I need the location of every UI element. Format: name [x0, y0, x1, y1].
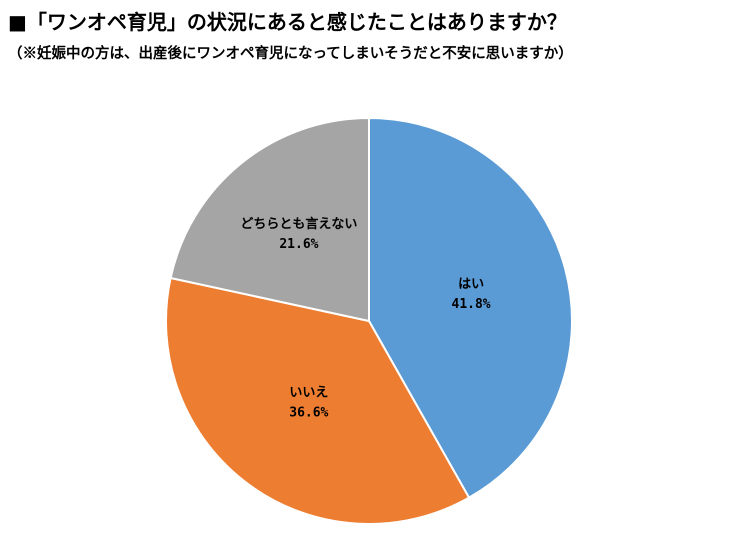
slice-label-1: はい	[458, 277, 484, 292]
pie-slice-2	[165, 276, 471, 525]
slice-label-2: いいえ	[289, 386, 328, 401]
chart-title: ■「ワンオペ育児」の状況にあると感じたことはありますか？	[8, 10, 567, 34]
pie-slice-1	[368, 116, 573, 500]
chart-subtitle: （※妊娠中の方は、出産後にワンオペ育児になってしまいそうだと不安に思いますか）	[8, 45, 573, 62]
slice-label-3: どちらとも言えない	[240, 216, 357, 232]
slice-value-1: 41.8%	[452, 297, 491, 312]
slice-value-3: 21.6%	[279, 237, 318, 252]
slice-value-2: 36.6%	[289, 406, 328, 421]
pie-slice-3	[169, 116, 370, 323]
